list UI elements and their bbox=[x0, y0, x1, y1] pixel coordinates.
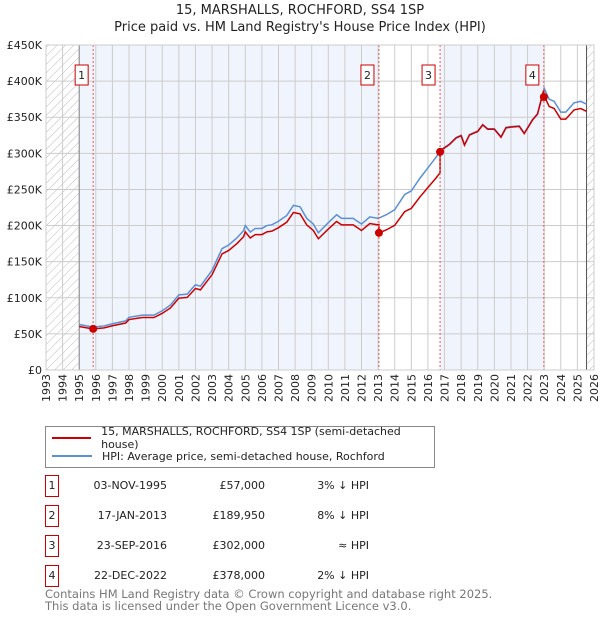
sale-price: £189,950 bbox=[212, 509, 266, 522]
legend-item-hpi: HPI: Average price, semi-detached house,… bbox=[52, 448, 385, 464]
sale-point bbox=[89, 324, 98, 333]
sale-marker-label: 2 bbox=[45, 505, 59, 527]
x-tick-label: 2020 bbox=[488, 374, 501, 402]
sale-date: 17-JAN-2013 bbox=[97, 509, 167, 522]
x-tick-label: 2007 bbox=[272, 374, 285, 402]
sale-marker-label: 3 bbox=[45, 535, 59, 557]
y-tick-label: £200K bbox=[7, 220, 43, 233]
x-tick-label: 1999 bbox=[140, 374, 153, 402]
x-tick-label: 2019 bbox=[472, 374, 485, 402]
sale-label: 3 bbox=[425, 69, 432, 82]
y-tick-label: £450K bbox=[7, 39, 43, 52]
legend-label: 15, MARSHALLS, ROCHFORD, SS4 1SP (semi-d… bbox=[101, 425, 401, 451]
x-tick-label: 2016 bbox=[422, 374, 435, 402]
sale-label-box bbox=[525, 64, 540, 86]
x-tick-label: 2003 bbox=[206, 374, 219, 402]
x-tick-label: 2024 bbox=[555, 374, 568, 402]
sale-date: 23-SEP-2016 bbox=[96, 539, 167, 552]
x-tick-label: 2026 bbox=[588, 374, 600, 402]
sale-label-box bbox=[74, 64, 89, 86]
x-tick-label: 2012 bbox=[356, 374, 369, 402]
footer: Contains HM Land Registry data © Crown c… bbox=[45, 588, 492, 612]
x-tick-label: 2009 bbox=[306, 374, 319, 402]
x-tick-label: 1997 bbox=[106, 374, 119, 402]
legend-label: HPI: Average price, semi-detached house,… bbox=[102, 449, 385, 463]
x-tick-label: 2005 bbox=[239, 374, 252, 402]
sale-price: £378,000 bbox=[212, 569, 266, 582]
y-tick-label: £400K bbox=[7, 75, 43, 88]
sale-vs-hpi: ≈ HPI bbox=[338, 539, 369, 552]
copyright-text: Contains HM Land Registry data © Crown c… bbox=[45, 587, 493, 601]
legend-swatch-hpi bbox=[52, 455, 92, 457]
x-tick-label: 2018 bbox=[455, 374, 468, 402]
x-tick-label: 2023 bbox=[538, 374, 551, 402]
sale-row: 3 23-SEP-2016 £302,000 ≈ HPI bbox=[45, 535, 375, 557]
x-tick-label: 2004 bbox=[223, 374, 236, 402]
sale-date: 03-NOV-1995 bbox=[93, 479, 167, 492]
y-tick-label: £300K bbox=[7, 147, 43, 160]
plot-border bbox=[45, 44, 595, 371]
sale-row: 4 22-DEC-2022 £378,000 2% ↓ HPI bbox=[45, 565, 375, 587]
x-tick-label: 2025 bbox=[571, 374, 584, 402]
x-tick-label: 2002 bbox=[189, 374, 202, 402]
x-tick-label: 2010 bbox=[322, 374, 335, 402]
legend: 15, MARSHALLS, ROCHFORD, SS4 1SP (semi-d… bbox=[45, 425, 435, 468]
x-tick-label: 1993 bbox=[40, 374, 53, 402]
ownership-shade bbox=[440, 45, 544, 370]
chart-title: 15, MARSHALLS, ROCHFORD, SS4 1SP bbox=[175, 3, 425, 18]
sale-marker-label: 4 bbox=[45, 565, 59, 587]
sale-vs-hpi: 8% ↓ HPI bbox=[317, 509, 369, 522]
sale-price: £57,000 bbox=[219, 479, 266, 492]
legend-swatch-property bbox=[52, 437, 92, 439]
y-tick-label: £150K bbox=[7, 256, 43, 269]
x-tick-label: 1996 bbox=[90, 374, 103, 402]
x-tick-label: 2011 bbox=[339, 374, 352, 402]
legend-item-property: 15, MARSHALLS, ROCHFORD, SS4 1SP (semi-d… bbox=[52, 425, 434, 451]
sale-label-box bbox=[421, 64, 436, 86]
plot-area: 1993 1994 1995 1996 1997 1998 1999 2000 2001 2002… bbox=[7, 39, 600, 402]
sale-label-box bbox=[360, 64, 375, 86]
licence-text: This data is licensed under the Open Gov… bbox=[45, 599, 412, 613]
sale-row: 2 17-JAN-2013 £189,950 8% ↓ HPI bbox=[45, 505, 375, 527]
property-price-line bbox=[79, 89, 587, 330]
x-tick-label: 2001 bbox=[173, 374, 186, 402]
x-tick-label: 2008 bbox=[289, 374, 302, 402]
x-tick-label: 2017 bbox=[439, 374, 452, 402]
x-tick-label: 1994 bbox=[57, 374, 70, 402]
sale-point bbox=[374, 228, 383, 237]
sale-label: 4 bbox=[529, 69, 536, 82]
y-tick-label: £250K bbox=[7, 183, 43, 196]
sale-price: £302,000 bbox=[212, 539, 266, 552]
x-tick-label: 2013 bbox=[372, 374, 385, 402]
y-tick-label: £0 bbox=[28, 364, 42, 377]
sale-label: 1 bbox=[78, 69, 85, 82]
sale-point bbox=[436, 147, 445, 156]
x-tick-label: 1998 bbox=[123, 374, 136, 402]
no-data-region bbox=[586, 45, 594, 370]
y-tick-label: £100K bbox=[7, 292, 43, 305]
sale-marker-label: 1 bbox=[45, 475, 59, 497]
x-tick-label: 2014 bbox=[389, 374, 402, 402]
chart-subtitle: Price paid vs. HM Land Registry's House … bbox=[114, 20, 486, 35]
x-tick-label: 1995 bbox=[73, 374, 86, 402]
x-tick-label: 2006 bbox=[256, 374, 269, 402]
sale-vs-hpi: 3% ↓ HPI bbox=[317, 479, 369, 492]
x-tick-label: 2015 bbox=[405, 374, 418, 402]
x-tick-label: 2021 bbox=[505, 374, 518, 402]
y-tick-label: £350K bbox=[7, 111, 43, 124]
x-tick-label: 2022 bbox=[522, 374, 535, 402]
sale-date: 22-DEC-2022 bbox=[93, 569, 167, 582]
x-tick-label: 2000 bbox=[156, 374, 169, 402]
sale-row: 1 03-NOV-1995 £57,000 3% ↓ HPI bbox=[45, 475, 375, 497]
y-tick-label: £50K bbox=[14, 328, 43, 341]
sale-point bbox=[539, 93, 548, 101]
sale-vs-hpi: 2% ↓ HPI bbox=[317, 569, 369, 582]
sale-label: 2 bbox=[364, 69, 371, 82]
